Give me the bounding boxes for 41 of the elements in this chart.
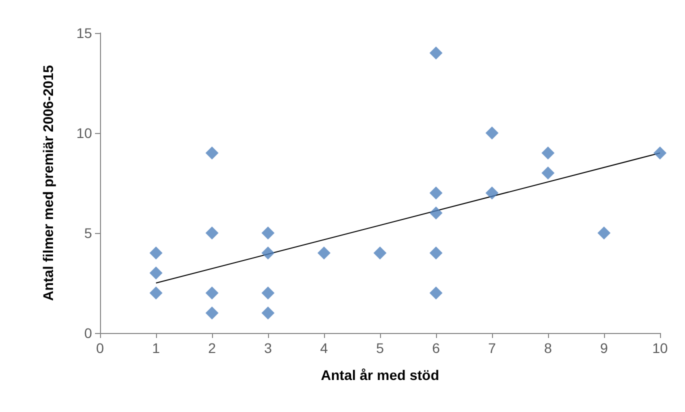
point [262,226,274,240]
x-tick-label: 5 [376,340,384,356]
x-tick-label: 10 [652,340,668,356]
point [150,266,162,280]
y-tick-label: 10 [76,125,92,141]
point [598,226,610,240]
point [542,166,554,180]
point [486,126,498,140]
point [150,286,162,300]
x-tick-label: 0 [96,340,104,356]
y-axis-title: Antal filmer med premiär 2006-2015 [40,64,56,301]
point [430,46,442,60]
x-tick-label: 3 [264,340,272,356]
point [150,246,162,260]
x-tick-label: 9 [600,340,608,356]
x-axis-title: Antal år med stöd [320,367,440,383]
x-tick-label: 6 [432,340,440,356]
x-tick-label: 8 [544,340,552,356]
point [262,306,274,320]
x-tick-label: 7 [488,340,496,356]
point [430,186,442,200]
point [206,226,218,240]
point [374,246,386,260]
y-tick-label: 5 [84,225,92,241]
point [542,146,554,160]
point [654,146,666,160]
x-tick-label: 1 [152,340,160,356]
point [206,146,218,160]
point [206,286,218,300]
y-tick-label: 0 [84,325,92,341]
point [262,286,274,300]
x-tick-label: 4 [320,340,328,356]
point [206,306,218,320]
y-tick-label: 15 [76,25,92,41]
point [262,246,274,260]
point [430,286,442,300]
point [430,246,442,260]
x-tick-label: 2 [208,340,216,356]
point [318,246,330,260]
point [430,206,442,220]
point [486,186,498,200]
